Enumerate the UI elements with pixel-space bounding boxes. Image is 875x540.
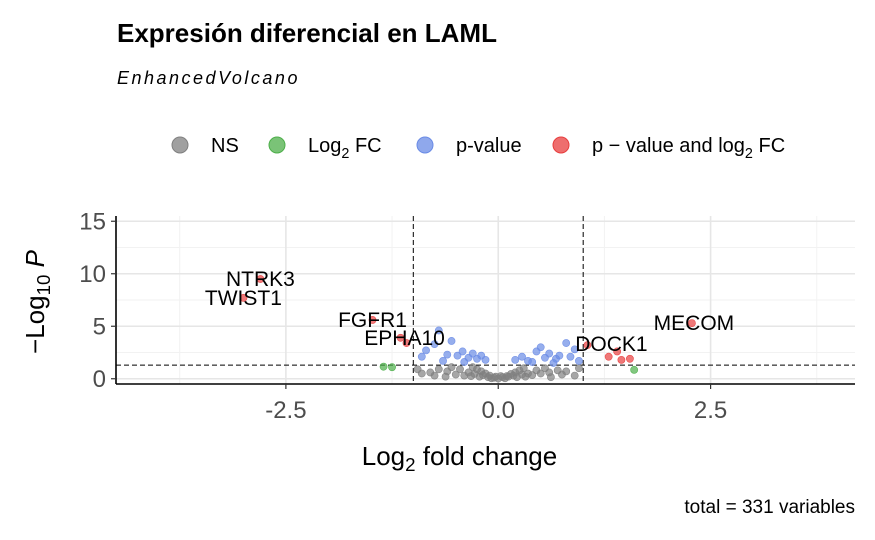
- data-point-pvalue: [458, 347, 467, 356]
- data-point-pvalue: [518, 352, 526, 361]
- data-point-both: [617, 355, 626, 364]
- data-point-ns: [570, 371, 579, 380]
- data-point-pvalue: [549, 359, 558, 367]
- gene-label: FGFR1: [338, 309, 407, 332]
- data-points: [239, 275, 696, 383]
- x-tick-label: 2.5: [694, 397, 727, 424]
- data-point-ns: [413, 365, 422, 374]
- gene-label: NTRK3: [226, 268, 295, 291]
- data-point-both: [239, 293, 248, 302]
- data-point-both: [256, 275, 265, 283]
- y-tick-label: 15: [79, 208, 106, 235]
- gene-label: TWIST1: [205, 287, 282, 310]
- data-point-pvalue: [566, 352, 575, 361]
- data-point-log2fc: [630, 365, 639, 374]
- data-point-pvalue: [468, 349, 477, 358]
- gene-label: DOCK1: [575, 333, 647, 356]
- data-point-ns: [575, 364, 583, 373]
- chart-title: Expresión diferencial en LAML: [117, 18, 497, 48]
- data-point-pvalue: [575, 356, 583, 365]
- data-point-log2fc: [388, 363, 396, 372]
- y-axis-title: −Log10 P: [20, 249, 54, 354]
- data-point-pvalue: [528, 358, 537, 366]
- data-point-both: [688, 319, 696, 327]
- data-point-ns: [426, 368, 435, 377]
- data-point-ns: [441, 372, 450, 381]
- gene-label: EPHA10: [364, 327, 445, 350]
- axes: 0 5 10 15 -2.5 0.0 2.5 Log2 fold change −Log10 P: [20, 208, 855, 475]
- data-point-ns: [496, 372, 505, 381]
- data-point-pvalue: [439, 356, 447, 365]
- y-tick-label: 10: [79, 261, 106, 288]
- data-point-ns: [451, 370, 460, 379]
- data-point-pvalue: [545, 349, 554, 358]
- data-point-pvalue: [434, 326, 443, 335]
- chart-caption: total = 331 variables: [684, 497, 855, 518]
- data-point-both: [396, 333, 405, 342]
- data-point-ns: [456, 365, 464, 374]
- legend-key-pvalue: [416, 136, 434, 154]
- legend-label: NS: [211, 135, 239, 157]
- legend-label: p-value: [456, 135, 522, 157]
- data-point-pvalue: [447, 337, 456, 345]
- data-point-both: [368, 316, 377, 324]
- data-point-both: [402, 339, 411, 347]
- data-point-pvalue: [460, 358, 469, 366]
- legend: NS Log2 FC p-value p − value and log2 FC: [171, 135, 785, 162]
- chart-subtitle: EnhancedVolcano: [117, 68, 300, 88]
- x-axis-title: Log2 fold change: [362, 441, 557, 475]
- data-point-pvalue: [481, 355, 490, 364]
- legend-label: p − value and log2 FC: [592, 135, 785, 162]
- data-point-log2fc: [379, 362, 388, 371]
- data-point-pvalue: [453, 351, 462, 360]
- data-point-ns: [562, 367, 571, 376]
- data-point-ns: [460, 371, 469, 380]
- data-point-pvalue: [536, 343, 545, 352]
- legend-key-ns: [171, 136, 189, 154]
- data-point-ns: [467, 372, 475, 381]
- y-tick-label: 0: [93, 366, 106, 393]
- legend-key-both: [552, 136, 570, 154]
- legend-key-log2fc: [268, 136, 286, 154]
- data-point-pvalue: [417, 352, 426, 361]
- data-point-pvalue: [443, 350, 452, 359]
- data-point-pvalue: [570, 345, 579, 354]
- data-point-pvalue: [511, 355, 520, 364]
- data-point-pvalue: [422, 346, 430, 355]
- data-point-pvalue: [562, 339, 571, 347]
- data-point-pvalue: [430, 340, 439, 348]
- gene-label: MECOM: [654, 312, 735, 335]
- data-point-both: [613, 347, 622, 356]
- x-tick-label: -2.5: [265, 397, 306, 424]
- x-tick-label: 0.0: [482, 397, 515, 424]
- data-point-ns: [434, 365, 443, 374]
- data-point-both: [583, 341, 592, 350]
- data-point-ns: [521, 372, 530, 381]
- data-point-ns: [536, 369, 545, 378]
- cutoff-lines: [116, 216, 855, 384]
- legend-label: Log2 FC: [308, 135, 382, 162]
- data-point-both: [604, 352, 613, 361]
- data-point-pvalue: [555, 351, 564, 360]
- data-point-ns: [547, 373, 555, 382]
- data-point-both: [626, 354, 634, 363]
- y-tick-label: 5: [93, 313, 106, 340]
